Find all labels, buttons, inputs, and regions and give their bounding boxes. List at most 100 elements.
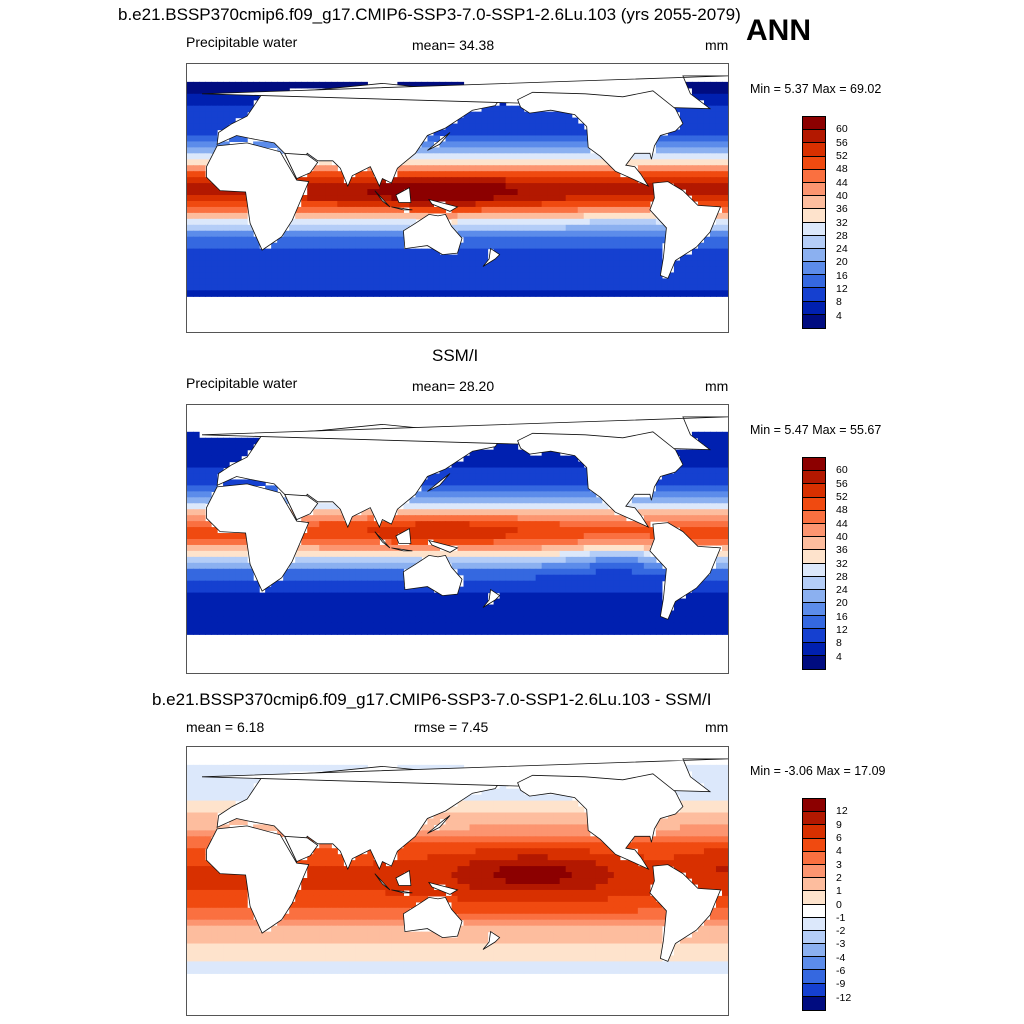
field-cell [409,254,417,262]
field-cell [697,87,705,95]
field-cell [583,141,591,148]
field-cell [697,770,705,778]
field-cell [223,212,230,220]
field-cell [673,177,681,184]
field-cell [349,254,356,262]
field-cell [445,135,453,143]
field-cell [655,515,663,522]
field-cell [655,509,663,516]
field-cell [217,794,224,802]
field-cell [463,616,471,623]
field-cell [697,533,705,540]
field-cell [619,622,627,629]
field-cell [661,290,669,297]
field-cell [547,539,555,546]
field-cell [553,824,561,831]
field-cell [517,568,525,576]
field-cell [691,812,699,820]
field-cell [613,598,621,606]
field-cell [229,598,236,606]
field-cell [649,165,657,172]
field-cell [205,770,212,778]
field-cell [325,533,332,540]
field-cell [193,461,200,469]
colorbar-tick-label: 52 [836,490,848,503]
field-cell [193,431,200,439]
field-cell [409,260,417,268]
field-cell [709,431,717,439]
field-cell [253,93,260,101]
field-cell [601,598,609,606]
field-cell [571,539,579,546]
field-cell [523,497,531,504]
field-cell [541,610,549,618]
field-cell [337,598,344,606]
field-cell [409,171,417,178]
field-cell [649,586,657,594]
field-cell [709,515,717,522]
field-cell [511,290,519,297]
field-cell [511,212,519,220]
field-cell [649,195,657,202]
field-cell [379,562,386,570]
field-cell [319,218,326,226]
field-cell [223,550,230,558]
field-cell [481,533,489,540]
field-cell [481,818,489,826]
field-cell [463,461,471,469]
field-cell [517,533,525,540]
field-cell [481,449,489,457]
field-cell [475,117,483,125]
field-cell [553,521,561,528]
field-cell [199,503,206,510]
field-cell [673,141,681,148]
field-cell [475,218,483,226]
field-cell [547,123,555,131]
field-cell [565,135,573,143]
field-cell [691,254,699,262]
field-cell [301,195,308,202]
field-cell [595,189,603,196]
field-cell [223,586,230,594]
field-cell [715,123,723,131]
field-cell [187,485,194,492]
field-cell [523,479,531,486]
field-cell [517,604,525,612]
field-cell [505,794,513,802]
field-cell [595,266,603,274]
field-cell [511,497,519,504]
field-cell [313,527,320,534]
field-cell [577,818,585,826]
field-cell [505,622,513,629]
field-cell [463,812,471,820]
field-cell [547,818,555,826]
field-cell [433,272,441,279]
field-cell [625,556,633,564]
field-cell [703,455,711,463]
field-cell [337,580,344,588]
field-cell [667,129,675,137]
field-cell [517,824,525,831]
field-cell [565,527,573,534]
field-cell [667,509,675,516]
field-cell [427,824,435,831]
field-cell [463,135,471,143]
field-cell [427,183,435,190]
field-cell [511,848,519,855]
field-cell [301,290,308,297]
field-cell [325,224,332,232]
field-cell [463,485,471,492]
field-cell [547,586,555,594]
field-cell [721,290,728,297]
field-cell [235,556,242,564]
field-cell [355,272,362,279]
field-cell [529,842,537,849]
field-cell [265,770,272,778]
field-cell [493,521,501,528]
field-cell [421,177,429,184]
field-cell [571,824,579,831]
field-cell [553,449,561,457]
field-cell [583,610,591,618]
field-cell [277,616,284,623]
field-cell [247,260,254,268]
